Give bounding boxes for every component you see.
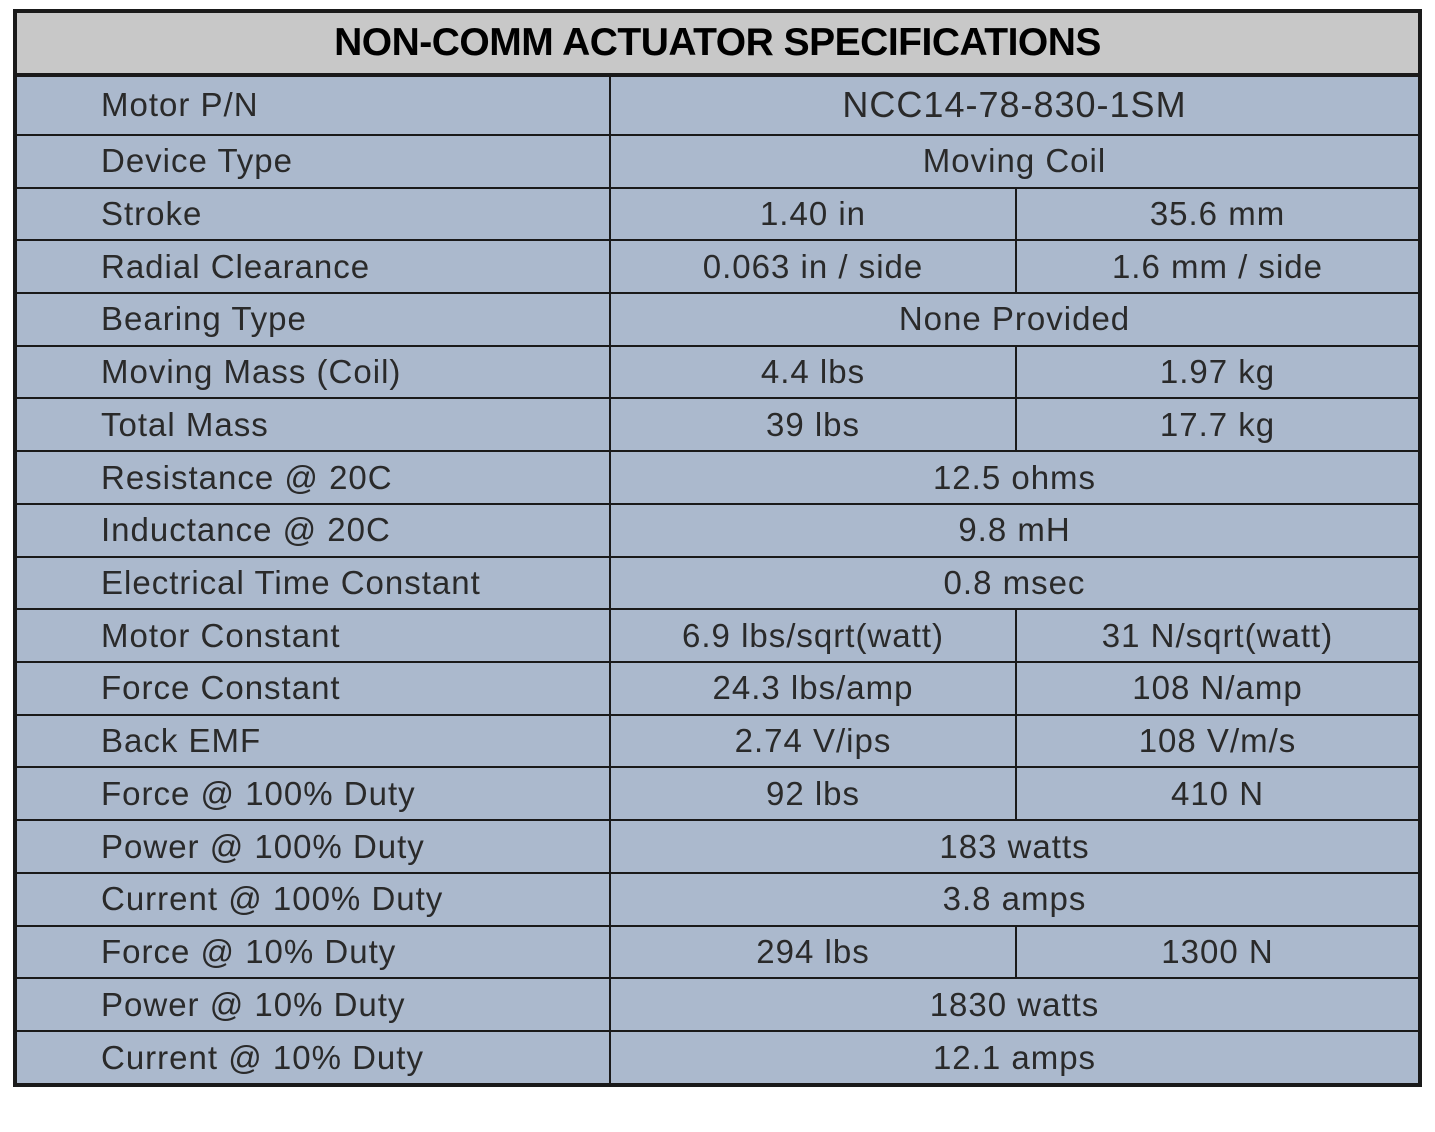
- spec-value: 9.8 mH: [609, 502, 1421, 558]
- spec-value: 12.5 ohms: [609, 450, 1421, 505]
- spec-row: Power @ 10% Duty 1830 watts: [14, 977, 1421, 1033]
- spec-label: Moving Mass (Coil): [14, 344, 611, 400]
- spec-value-metric: 1.97 kg: [1015, 344, 1421, 400]
- spec-row: Total Mass 39 lbs 17.7 kg: [14, 397, 1421, 453]
- spec-value: 12.1 amps: [609, 1030, 1421, 1086]
- spec-value-metric: 1300 N: [1015, 924, 1421, 980]
- spec-label: Force @ 100% Duty: [14, 766, 611, 822]
- spec-row: Bearing Type None Provided: [14, 291, 1421, 347]
- spec-row: Moving Mass (Coil) 4.4 lbs 1.97 kg: [14, 344, 1421, 400]
- spec-row: Radial Clearance 0.063 in / side 1.6 mm / …: [14, 239, 1421, 294]
- spec-label: Bearing Type: [14, 291, 611, 347]
- spec-row: Power @ 100% Duty 183 watts: [14, 819, 1421, 874]
- spec-row: Inductance @ 20C 9.8 mH: [14, 502, 1421, 558]
- spec-value-imperial: 24.3 lbs/amp: [609, 661, 1017, 716]
- spec-value-imperial: 1.40 in: [609, 186, 1017, 242]
- spec-value-imperial: 294 lbs: [609, 924, 1017, 980]
- spec-row: Device Type Moving Coil: [14, 133, 1421, 189]
- spec-value: 1830 watts: [609, 977, 1421, 1033]
- spec-row: Current @ 10% Duty 12.1 amps: [14, 1030, 1421, 1086]
- spec-value-metric: 1.6 mm / side: [1015, 239, 1421, 294]
- spec-value-imperial: 92 lbs: [609, 766, 1017, 822]
- spec-label: Back EMF: [14, 713, 611, 769]
- spec-label: Device Type: [14, 133, 611, 189]
- spec-value-imperial: 2.74 V/ips: [609, 713, 1017, 769]
- spec-value: 3.8 amps: [609, 871, 1421, 927]
- spec-row: Motor P/N NCC14-78-830-1SM: [14, 74, 1421, 136]
- spec-row: Force Constant 24.3 lbs/amp 108 N/amp: [14, 661, 1421, 716]
- spec-table: NON-COMM ACTUATOR SPECIFICATIONS Motor P…: [13, 9, 1422, 1087]
- spec-label: Inductance @ 20C: [14, 502, 611, 558]
- spec-label: Motor P/N: [14, 74, 611, 136]
- spec-label: Power @ 10% Duty: [14, 977, 611, 1033]
- spec-label: Force Constant: [14, 661, 611, 716]
- spec-value: NCC14-78-830-1SM: [609, 74, 1421, 136]
- spec-label: Force @ 10% Duty: [14, 924, 611, 980]
- spec-row: Back EMF 2.74 V/ips 108 V/m/s: [14, 713, 1421, 769]
- spec-row: Force @ 100% Duty 92 lbs 410 N: [14, 766, 1421, 822]
- spec-label: Resistance @ 20C: [14, 450, 611, 505]
- spec-label: Power @ 100% Duty: [14, 819, 611, 874]
- spec-label: Motor Constant: [14, 608, 611, 664]
- spec-value: 0.8 msec: [609, 555, 1421, 611]
- spec-value-metric: 17.7 kg: [1015, 397, 1421, 453]
- spec-value-imperial: 4.4 lbs: [609, 344, 1017, 400]
- spec-value: None Provided: [609, 291, 1421, 347]
- spec-label: Radial Clearance: [14, 239, 611, 294]
- spec-row: Current @ 100% Duty 3.8 amps: [14, 871, 1421, 927]
- spec-value-metric: 108 V/m/s: [1015, 713, 1421, 769]
- spec-label: Current @ 100% Duty: [14, 871, 611, 927]
- spec-label: Electrical Time Constant: [14, 555, 611, 611]
- spec-value-imperial: 6.9 lbs/sqrt(watt): [609, 608, 1017, 664]
- spec-label: Total Mass: [14, 397, 611, 453]
- spec-value-metric: 35.6 mm: [1015, 186, 1421, 242]
- spec-label: Current @ 10% Duty: [14, 1030, 611, 1086]
- spec-row: Force @ 10% Duty 294 lbs 1300 N: [14, 924, 1421, 980]
- spec-value-imperial: 39 lbs: [609, 397, 1017, 453]
- spec-row: Stroke 1.40 in 35.6 mm: [14, 186, 1421, 242]
- spec-value-metric: 410 N: [1015, 766, 1421, 822]
- table-title: NON-COMM ACTUATOR SPECIFICATIONS: [14, 10, 1421, 77]
- spec-value-metric: 31 N/sqrt(watt): [1015, 608, 1421, 664]
- spec-row: Motor Constant 6.9 lbs/sqrt(watt) 31 N/sqr…: [14, 608, 1421, 664]
- spec-row: Resistance @ 20C 12.5 ohms: [14, 450, 1421, 505]
- spec-value-metric: 108 N/amp: [1015, 661, 1421, 716]
- spec-value: 183 watts: [609, 819, 1421, 874]
- spec-value-imperial: 0.063 in / side: [609, 239, 1017, 294]
- spec-table-body: Motor P/N NCC14-78-830-1SM Device Type Movi…: [14, 74, 1421, 1086]
- spec-value: Moving Coil: [609, 133, 1421, 189]
- spec-label: Stroke: [14, 186, 611, 242]
- spec-row: Electrical Time Constant 0.8 msec: [14, 555, 1421, 611]
